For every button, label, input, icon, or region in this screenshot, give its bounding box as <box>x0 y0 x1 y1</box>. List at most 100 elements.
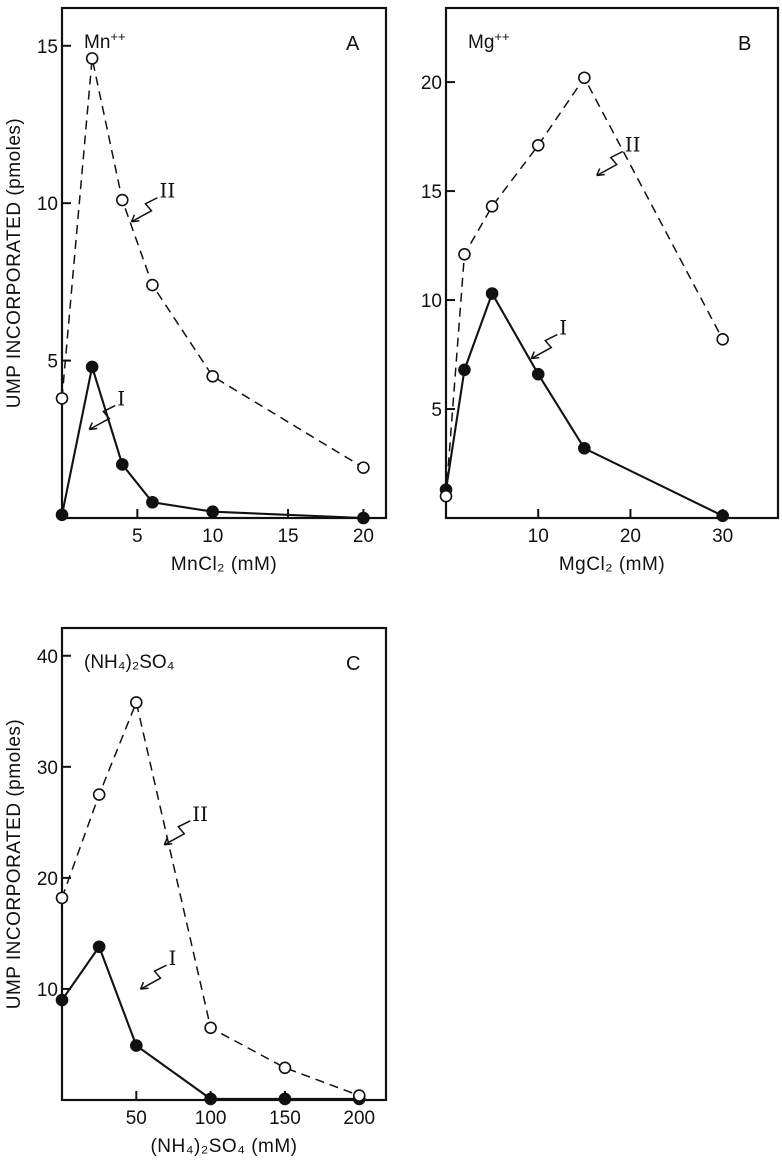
data-point-II <box>357 461 370 474</box>
data-point-I <box>485 287 499 300</box>
data-point-II <box>130 696 143 709</box>
x-axis-title: MgCl₂ (mM) <box>559 554 665 575</box>
y-tick-label: 40 <box>37 647 58 668</box>
plot-frame <box>444 6 780 520</box>
x-tick-label: 50 <box>126 1108 147 1129</box>
y-tick-label: 10 <box>37 980 58 1001</box>
data-point-II <box>716 332 729 346</box>
y-tick-label: 10 <box>421 291 442 312</box>
data-point-II <box>92 788 106 801</box>
data-point-I <box>146 495 159 509</box>
arrowhead-icon <box>163 837 173 846</box>
data-point-II <box>458 247 471 261</box>
x-tick-label: 10 <box>202 526 223 547</box>
series-line-I <box>61 944 360 1100</box>
panel-title: (NH₄)₂SO₄ <box>84 652 175 673</box>
series-label-II: II <box>192 802 208 826</box>
series-label-leader <box>530 333 558 360</box>
x-tick-label: 10 <box>528 526 549 547</box>
data-point-I <box>357 511 370 525</box>
data-point-I <box>578 441 591 455</box>
series-layer: III <box>55 696 366 1106</box>
data-point-II <box>115 193 129 207</box>
series-label-I: I <box>559 316 567 340</box>
arrowhead-icon <box>139 981 149 990</box>
data-point-II <box>206 370 219 383</box>
data-point-II <box>485 200 499 213</box>
panel-title: Mn++ <box>84 29 126 54</box>
arrowhead-icon <box>130 214 140 223</box>
y-tick-label: 10 <box>37 194 58 215</box>
data-point-II <box>55 392 69 405</box>
tick-layer: 10 20 30 5 10 15 20 <box>421 73 733 547</box>
x-tick-label: 200 <box>343 1108 375 1129</box>
y-tick-label: 20 <box>37 869 58 890</box>
data-point-II <box>439 489 453 503</box>
data-point-I <box>55 508 69 522</box>
series-label-leader <box>140 964 167 990</box>
y-tick-label: 15 <box>421 182 442 203</box>
data-point-II <box>352 1089 366 1102</box>
tick-layer: 50 100 150 200 10 20 30 40 <box>37 647 375 1129</box>
y-tick-label: 30 <box>37 758 58 779</box>
series-label-leader <box>596 150 624 177</box>
series-line-II <box>445 76 724 497</box>
arrowhead-icon <box>596 168 605 177</box>
series-label-leader <box>163 820 191 846</box>
series-line-I <box>60 366 364 520</box>
data-point-II <box>204 1021 217 1035</box>
data-point-II <box>278 1061 292 1075</box>
x-tick-label: 20 <box>353 526 374 547</box>
x-tick-label: 100 <box>195 1108 227 1129</box>
panel-c: (NH₄)₂SO₄ C (NH₄)₂SO₄ (mM) UMP INCORPORA… <box>4 626 388 1157</box>
arrowhead-icon <box>530 351 540 360</box>
x-tick-label: 15 <box>277 526 298 547</box>
series-label-I: I <box>168 946 176 970</box>
y-tick-label: 15 <box>37 37 58 58</box>
panel-letter: C <box>346 653 360 675</box>
x-tick-label: 20 <box>620 526 641 547</box>
series-line-II <box>61 58 364 469</box>
data-point-I <box>204 1092 217 1106</box>
data-point-I <box>531 367 545 381</box>
series-label-II: II <box>159 179 175 203</box>
panel-a: Mn++ A MnCl₂ (mM) UMP INCORPORATED (pmol… <box>4 6 388 575</box>
data-point-I <box>458 363 471 377</box>
series-label-II: II <box>625 132 641 156</box>
data-point-I <box>92 940 106 954</box>
x-tick-label: 30 <box>712 526 733 547</box>
y-axis-title: UMP INCORPORATED (pmoles) <box>4 118 25 409</box>
data-point-I <box>130 1039 143 1052</box>
data-point-I <box>716 509 729 523</box>
arrowhead-icon <box>88 422 98 431</box>
data-point-I <box>55 993 69 1007</box>
x-axis-title: MnCl₂ (mM) <box>171 554 277 575</box>
y-tick-label: 20 <box>421 73 442 94</box>
series-label-I: I <box>117 387 125 411</box>
data-point-II <box>55 891 69 905</box>
plot-frame <box>60 6 388 520</box>
data-point-II <box>146 278 159 292</box>
series-layer: III <box>55 52 370 525</box>
x-tick-label: 5 <box>132 526 143 547</box>
data-point-II <box>85 52 99 65</box>
plot-frame <box>60 626 388 1102</box>
data-point-I <box>85 360 99 374</box>
panel-title: Mg++ <box>468 29 510 54</box>
tick-layer: 5 10 15 20 5 10 15 <box>37 37 374 547</box>
data-point-I <box>206 505 219 519</box>
x-tick-label: 150 <box>269 1108 301 1129</box>
data-point-I <box>115 458 129 471</box>
panel-letter: B <box>738 33 751 55</box>
data-point-II <box>578 71 591 85</box>
series-line-I <box>444 291 724 517</box>
data-point-I <box>278 1092 292 1106</box>
series-line-II <box>61 699 360 1097</box>
y-tick-label: 5 <box>47 352 58 373</box>
y-axis-title: UMP INCORPORATED (pmoles) <box>4 719 25 1010</box>
panel-letter: A <box>346 33 360 55</box>
data-point-II <box>531 139 545 152</box>
y-tick-label: 5 <box>431 400 442 421</box>
